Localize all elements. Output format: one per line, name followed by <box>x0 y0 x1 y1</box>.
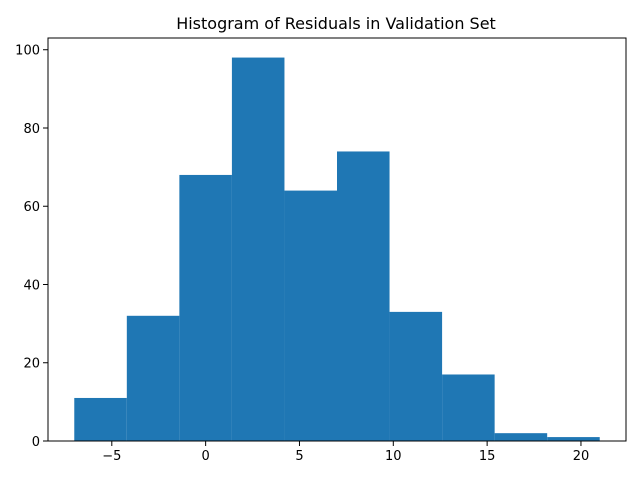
histogram-bar-0 <box>74 397 127 441</box>
histogram-bar-8 <box>494 433 548 441</box>
x-tick-label: 15 <box>479 449 496 464</box>
y-tick-label: 40 <box>23 278 40 293</box>
x-tick-label: −5 <box>102 449 121 464</box>
histogram-bar-2 <box>179 174 232 441</box>
x-axis-ticks: −5 0 5 10 15 20 <box>102 441 589 464</box>
x-tick-label: 0 <box>201 449 209 464</box>
chart-title: Histogram of Residuals in Validation Set <box>176 14 496 33</box>
histogram-bar-4 <box>284 190 337 441</box>
histogram-bar-7 <box>442 374 495 441</box>
x-tick-label: 5 <box>295 449 303 464</box>
y-tick-label: 0 <box>32 435 40 450</box>
histogram-bar-3 <box>231 57 285 441</box>
histogram-bar-5 <box>337 151 390 442</box>
histogram-bar-9 <box>547 437 600 441</box>
y-tick-label: 60 <box>23 200 40 215</box>
y-tick-label: 20 <box>23 357 40 372</box>
bars-group <box>74 57 600 442</box>
histogram-bar-6 <box>389 311 443 441</box>
x-tick-label: 20 <box>573 449 590 464</box>
y-tick-label: 80 <box>23 122 40 137</box>
histogram-bar-1 <box>126 315 180 441</box>
plot-frame <box>47 37 627 442</box>
x-tick-label: 10 <box>385 449 402 464</box>
y-tick-label: 100 <box>15 44 40 59</box>
y-axis-ticks: 0 20 40 60 80 100 <box>15 44 48 450</box>
